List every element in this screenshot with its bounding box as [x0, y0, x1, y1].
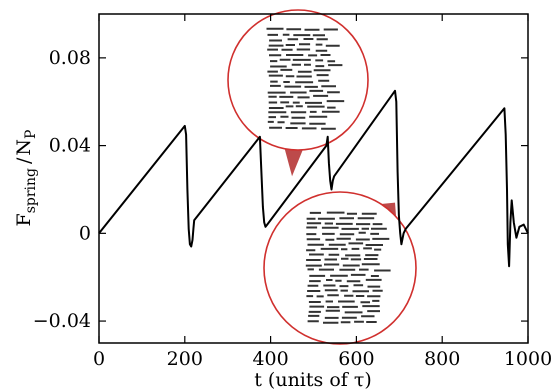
- x-tick-label: 600: [338, 348, 374, 370]
- y-tick-label: −0.04: [33, 310, 91, 332]
- inset-magnifier: [227, 9, 369, 177]
- inset-circle: [263, 191, 417, 345]
- y-axis-title-sub2: P: [23, 130, 39, 139]
- y-axis-title-main2: N: [13, 139, 35, 156]
- x-tick-label: 400: [252, 348, 288, 370]
- y-axis-title: Fspring /NP: [13, 130, 39, 227]
- inset-particles: [266, 27, 345, 130]
- x-tick-label: 800: [424, 348, 460, 370]
- y-tick-label: 0.04: [49, 135, 91, 157]
- plot-layer: [98, 89, 529, 268]
- y-tick-label: 0.08: [49, 47, 91, 69]
- x-axis-title: t (units of τ): [254, 369, 372, 391]
- y-tick-label: 0: [79, 222, 91, 244]
- y-axis-title-sub1: spring: [23, 168, 39, 213]
- inset-circle: [227, 9, 369, 151]
- data-series-line: [98, 89, 529, 268]
- inset-magnifier: [263, 191, 417, 345]
- x-tick-label: 0: [93, 348, 105, 370]
- inset-particles: [305, 211, 391, 324]
- y-axis-title-sep: /: [13, 157, 35, 164]
- svg-text:Fspring/NP: Fspring /NP: [13, 130, 39, 227]
- x-tick-label: 200: [167, 348, 203, 370]
- insets-layer: [227, 9, 417, 345]
- y-axis-title-main: F: [13, 213, 35, 226]
- x-tick-label: 1000: [504, 348, 552, 370]
- plot-frame: [98, 13, 529, 344]
- inset-pointer: [284, 148, 303, 177]
